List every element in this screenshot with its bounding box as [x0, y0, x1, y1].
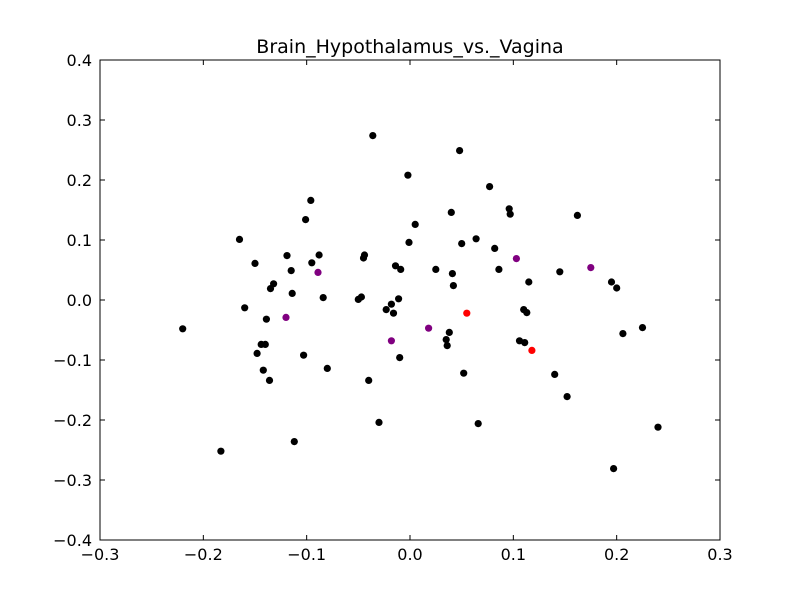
data-point — [507, 211, 514, 218]
data-point — [397, 266, 404, 273]
data-point — [270, 280, 277, 287]
data-point — [262, 341, 269, 348]
y-tick-label: 0.0 — [67, 291, 92, 310]
data-point — [241, 304, 248, 311]
data-point — [390, 310, 397, 317]
data-point — [619, 330, 626, 337]
data-point — [608, 278, 615, 285]
data-point — [525, 278, 532, 285]
data-point — [388, 301, 395, 308]
chart-title: Brain_Hypothalamus_vs._Vagina — [256, 36, 563, 58]
data-points — [179, 132, 662, 472]
data-point — [425, 325, 432, 332]
data-point — [395, 295, 402, 302]
data-point — [610, 465, 617, 472]
data-point — [523, 309, 530, 316]
data-point — [316, 251, 323, 258]
data-point — [432, 266, 439, 273]
y-tick-label: −0.4 — [53, 531, 92, 550]
axis-ticks: −0.3 −0.2 −0.1 0.0 0.1 0.2 0.3−0.4−0.3−0.2−0.1… — [53, 51, 733, 564]
data-point — [513, 255, 520, 262]
data-point — [320, 294, 327, 301]
plot-area-frame — [100, 60, 720, 540]
y-tick-label: 0.3 — [67, 111, 92, 130]
data-point — [456, 147, 463, 154]
data-point — [300, 352, 307, 359]
x-tick-label: −0.2 — [184, 545, 223, 564]
data-point — [449, 270, 456, 277]
data-point — [444, 342, 451, 349]
data-point — [254, 350, 261, 357]
data-point — [460, 370, 467, 377]
data-point — [446, 329, 453, 336]
data-point — [556, 268, 563, 275]
data-point — [260, 367, 267, 374]
data-point — [383, 306, 390, 313]
data-point — [528, 347, 535, 354]
data-point — [443, 336, 450, 343]
data-point — [551, 371, 558, 378]
data-point — [388, 337, 395, 344]
y-tick-label: 0.2 — [67, 171, 92, 190]
data-point — [564, 393, 571, 400]
data-point — [263, 316, 270, 323]
data-point — [412, 221, 419, 228]
data-point — [308, 259, 315, 266]
data-point — [396, 354, 403, 361]
x-tick-label: 0.2 — [604, 545, 629, 564]
y-tick-label: 0.4 — [67, 51, 92, 70]
data-point — [314, 269, 321, 276]
data-point — [639, 324, 646, 331]
data-point — [217, 448, 224, 455]
data-point — [405, 239, 412, 246]
data-point — [495, 266, 502, 273]
data-point — [587, 264, 594, 271]
data-point — [375, 419, 382, 426]
data-point — [654, 424, 661, 431]
x-tick-label: 0.0 — [397, 545, 422, 564]
data-point — [251, 260, 258, 267]
data-point — [404, 172, 411, 179]
data-point — [574, 212, 581, 219]
data-point — [365, 377, 372, 384]
data-point — [450, 282, 457, 289]
data-point — [289, 290, 296, 297]
data-point — [486, 183, 493, 190]
y-tick-label: −0.1 — [53, 351, 92, 370]
data-point — [291, 438, 298, 445]
data-point — [613, 284, 620, 291]
data-point — [475, 420, 482, 427]
data-point — [358, 293, 365, 300]
data-point — [302, 216, 309, 223]
x-tick-label: 0.1 — [501, 545, 526, 564]
data-point — [458, 240, 465, 247]
data-point — [179, 325, 186, 332]
y-tick-label: 0.1 — [67, 231, 92, 250]
data-point — [473, 235, 480, 242]
data-point — [491, 245, 498, 252]
x-tick-label: 0.3 — [707, 545, 732, 564]
data-point — [266, 377, 273, 384]
y-tick-label: −0.3 — [53, 471, 92, 490]
data-point — [463, 310, 470, 317]
data-point — [361, 251, 368, 258]
data-point — [307, 197, 314, 204]
y-tick-label: −0.2 — [53, 411, 92, 430]
data-point — [369, 132, 376, 139]
data-point — [236, 236, 243, 243]
data-point — [282, 314, 289, 321]
data-point — [448, 209, 455, 216]
data-point — [521, 339, 528, 346]
data-point — [283, 252, 290, 259]
data-point — [324, 365, 331, 372]
data-point — [288, 267, 295, 274]
x-tick-label: −0.1 — [287, 545, 326, 564]
